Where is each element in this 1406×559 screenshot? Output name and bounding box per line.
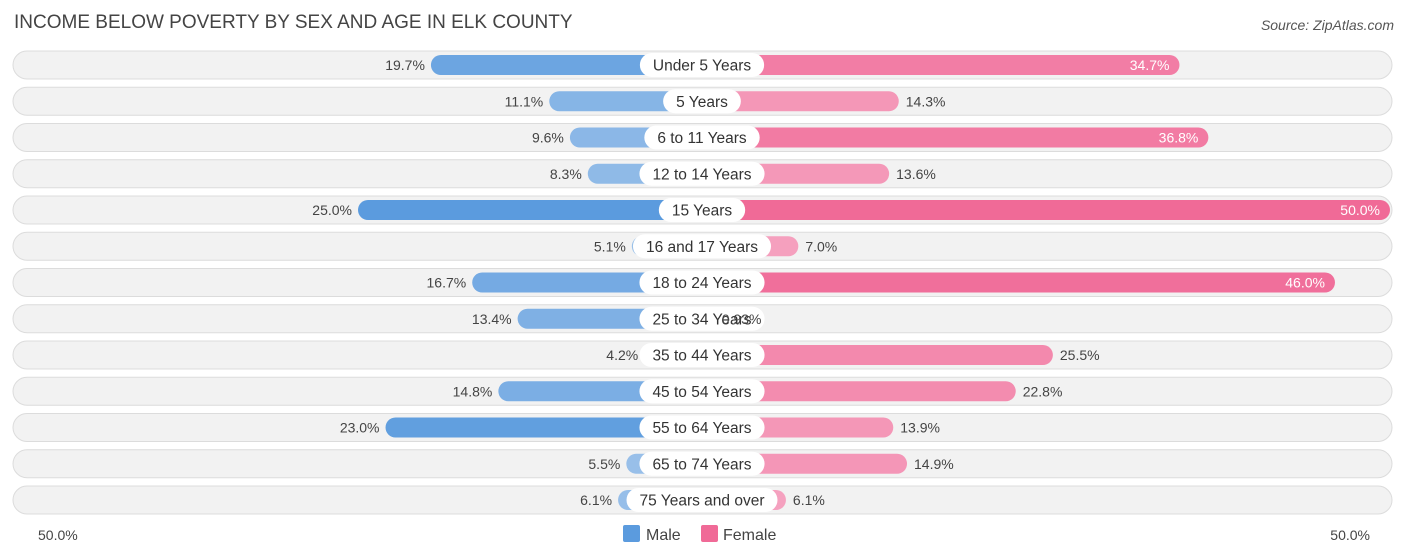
legend-male-swatch xyxy=(623,525,640,542)
male-bar xyxy=(430,55,702,75)
female-value-label: 6.1% xyxy=(793,492,825,508)
chart-source: Source: ZipAtlas.com xyxy=(1261,17,1394,33)
category-pill xyxy=(639,270,765,295)
category-label: 75 Years and over xyxy=(640,493,765,510)
legend-female-label: Female xyxy=(723,527,776,544)
axis-left-label: 50.0% xyxy=(38,527,78,543)
category-pill xyxy=(639,379,765,404)
female-value-label: 13.6% xyxy=(896,166,936,182)
category-label: 18 to 24 Years xyxy=(652,275,751,292)
category-pill xyxy=(639,53,765,77)
category-pill xyxy=(639,161,765,186)
female-value-label: 13.9% xyxy=(900,420,940,436)
bar-row: 11.1% 5 Years 14.3% xyxy=(12,86,1393,116)
female-value-label: 34.7% xyxy=(1130,57,1170,73)
bar-row: 5.1% 16 and 17 Years 7.0% xyxy=(12,231,1393,261)
female-value-label: 7.0% xyxy=(805,238,837,254)
male-value-label: 6.1% xyxy=(580,492,612,508)
male-value-label: 23.0% xyxy=(340,420,380,436)
bar-row: 25.0% 15 Years 50.0% xyxy=(12,195,1393,225)
female-value-label: 36.8% xyxy=(1159,130,1199,146)
legend: Male Female xyxy=(623,525,776,544)
category-label: 5 Years xyxy=(676,94,728,111)
female-bar xyxy=(702,91,899,112)
female-value-label: 50.0% xyxy=(1340,202,1380,218)
female-value-label: 22.8% xyxy=(1023,383,1063,399)
male-value-label: 13.4% xyxy=(472,311,512,327)
male-value-label: 16.7% xyxy=(427,275,467,291)
female-bar xyxy=(702,272,1335,293)
category-pill xyxy=(663,89,741,114)
male-value-label: 25.0% xyxy=(312,202,352,218)
female-value-label: 25.5% xyxy=(1060,347,1100,363)
female-bar xyxy=(702,381,1016,402)
male-value-label: 14.8% xyxy=(453,383,493,399)
bar-row: 16.7% 18 to 24 Years 46.0% xyxy=(12,268,1393,297)
male-value-label: 4.2% xyxy=(606,347,638,363)
bar-row: 8.3% 12 to 14 Years 13.6% xyxy=(12,159,1393,189)
category-pill xyxy=(639,415,765,440)
bar-row: 6.1% 75 Years and over 6.1% xyxy=(12,485,1393,515)
axis-right-label: 50.0% xyxy=(1330,527,1370,543)
male-value-label: 11.1% xyxy=(505,93,544,109)
bar-rows: 19.7% Under 5 Years 34.7% 11.1% 5 Years 14.3%… xyxy=(12,50,1393,515)
female-value-label: 14.3% xyxy=(906,93,946,109)
female-value-label: 0.93% xyxy=(722,311,762,327)
male-value-label: 8.3% xyxy=(550,166,582,182)
category-pill xyxy=(639,343,765,367)
category-label: 12 to 14 Years xyxy=(652,166,751,183)
category-label: Under 5 Years xyxy=(653,58,751,75)
female-bar xyxy=(702,345,1053,365)
category-label: 55 to 64 Years xyxy=(652,420,751,437)
male-value-label: 5.5% xyxy=(588,456,620,472)
category-pill xyxy=(644,125,760,150)
category-label: 25 to 34 Years xyxy=(652,311,751,328)
category-label: 6 to 11 Years xyxy=(657,130,747,147)
category-label: 16 and 17 Years xyxy=(646,239,758,256)
category-label: 45 to 54 Years xyxy=(652,384,751,401)
bar-row: 14.8% 45 to 54 Years 22.8% xyxy=(12,376,1393,406)
male-bar xyxy=(358,200,702,220)
category-pill xyxy=(658,198,746,222)
bar-row: 4.2% 35 to 44 Years 25.5% xyxy=(12,340,1393,370)
category-label: 65 to 74 Years xyxy=(652,456,751,473)
legend-female-swatch xyxy=(701,525,718,542)
female-bar xyxy=(702,200,1390,220)
female-value-label: 14.9% xyxy=(914,456,954,472)
male-value-label: 5.1% xyxy=(594,238,626,254)
female-value-label: 46.0% xyxy=(1285,275,1325,291)
male-bar xyxy=(549,91,702,112)
category-pill xyxy=(639,306,765,331)
bar-row: 5.5% 65 to 74 Years 14.9% xyxy=(12,449,1393,479)
legend-male-label: Male xyxy=(646,527,681,544)
category-pill xyxy=(639,451,765,476)
male-value-label: 19.7% xyxy=(385,57,425,73)
female-bar xyxy=(702,55,1180,75)
bar-row: 19.7% Under 5 Years 34.7% xyxy=(12,50,1393,80)
category-label: 35 to 44 Years xyxy=(652,348,751,365)
category-pill xyxy=(626,488,778,512)
bar-row: 23.0% 55 to 64 Years 13.9% xyxy=(12,413,1393,442)
female-bar xyxy=(702,127,1209,148)
chart-title: INCOME BELOW POVERTY BY SEX AND AGE IN E… xyxy=(14,12,573,33)
category-pill xyxy=(632,234,772,259)
category-label: 15 Years xyxy=(672,203,733,220)
bar-row: 9.6% 6 to 11 Years 36.8% xyxy=(12,123,1393,152)
male-value-label: 9.6% xyxy=(532,130,564,146)
male-bar xyxy=(385,417,702,438)
